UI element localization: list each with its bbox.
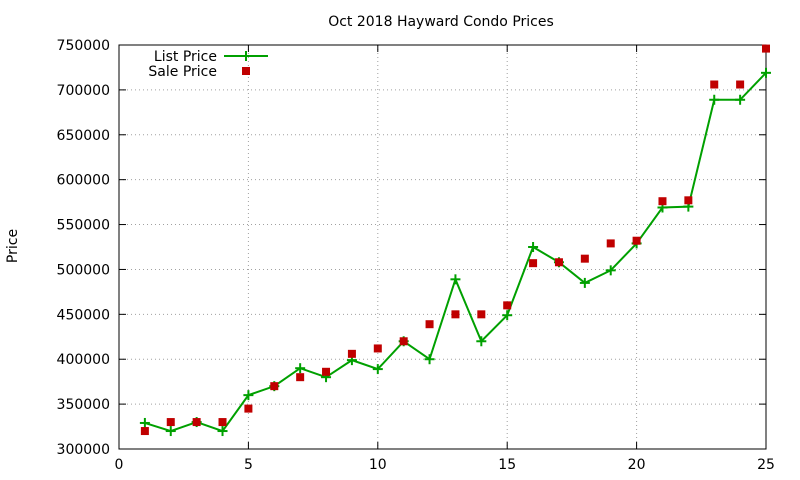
sale-price-point <box>710 80 719 89</box>
sale-price-point <box>580 254 589 263</box>
sale-price-point <box>399 337 408 346</box>
sale-price-point <box>270 382 279 391</box>
y-tick-label: 550000 <box>57 218 110 234</box>
list-price-point <box>528 242 539 252</box>
list-price-point <box>372 364 383 375</box>
y-tick-label: 350000 <box>57 397 110 413</box>
sale-price-point <box>322 367 331 376</box>
legend-label-sale-price: Sale Price <box>148 64 217 80</box>
list-price-point <box>243 390 254 401</box>
list-price-point <box>579 277 590 288</box>
plot-frame <box>118 44 767 450</box>
x-tick-label: 25 <box>757 457 775 473</box>
x-tick-label: 5 <box>244 457 253 473</box>
y-tick-label: 400000 <box>57 352 110 368</box>
sale-price-point <box>192 418 201 427</box>
list-price-point <box>217 426 228 437</box>
sale-price-point <box>347 349 356 358</box>
sale-price-point <box>529 259 538 268</box>
y-tick-label: 600000 <box>57 173 110 189</box>
sale-price-point <box>218 418 227 427</box>
list-price-point <box>709 94 720 105</box>
list-price-point <box>424 354 435 365</box>
list-price-point <box>139 417 150 428</box>
legend-label-list-price: List Price <box>154 49 217 65</box>
legend-swatch-sale-price-marker <box>242 67 250 75</box>
x-tick-label: 0 <box>115 457 124 473</box>
y-tick-label: 650000 <box>57 128 110 144</box>
sale-price-point <box>373 344 382 353</box>
x-tick-label: 15 <box>498 457 516 473</box>
y-tick-label: 750000 <box>57 38 110 54</box>
list-price-point <box>605 265 616 276</box>
list-price-point <box>761 67 771 78</box>
sale-price-point <box>296 373 305 382</box>
legend-swatch-list-price-marker <box>241 51 251 61</box>
y-tick-label: 500000 <box>57 262 110 278</box>
sale-price-point <box>606 239 615 248</box>
sale-price-point <box>658 197 667 206</box>
list-price-point <box>295 363 306 374</box>
list-price-point <box>165 426 176 437</box>
legend: List Price Sale Price <box>148 49 268 80</box>
sale-price-point <box>166 418 175 427</box>
y-tick-label: 700000 <box>57 83 110 99</box>
sale-price-point <box>244 404 253 413</box>
list-price-point <box>476 336 487 347</box>
sale-price-point <box>140 427 149 436</box>
sale-price-point <box>554 258 563 267</box>
sale-price-point <box>451 310 460 319</box>
sale-price-point <box>684 196 693 205</box>
sale-price-point <box>632 236 641 245</box>
series-line-list-price <box>144 72 767 433</box>
list-price-point <box>502 310 513 321</box>
y-tick-label: 450000 <box>57 307 110 323</box>
list-price-point <box>450 274 461 285</box>
grid-lines <box>119 45 766 449</box>
axis-ticks: 300000 350000 400000 450000 500000 550000 6000… <box>57 38 775 473</box>
list-price-point <box>735 94 746 105</box>
y-axis-label: Price <box>5 229 21 263</box>
x-tick-label: 10 <box>369 457 387 473</box>
sale-price-point <box>736 80 745 89</box>
chart-title: Oct 2018 Hayward Condo Prices <box>328 14 554 30</box>
sale-price-point <box>503 301 512 310</box>
series-layer <box>139 44 771 437</box>
sale-price-point <box>762 44 770 53</box>
sale-price-point <box>477 310 486 319</box>
x-tick-label: 20 <box>628 457 646 473</box>
sale-price-point <box>425 320 434 329</box>
y-tick-label: 300000 <box>57 442 110 458</box>
